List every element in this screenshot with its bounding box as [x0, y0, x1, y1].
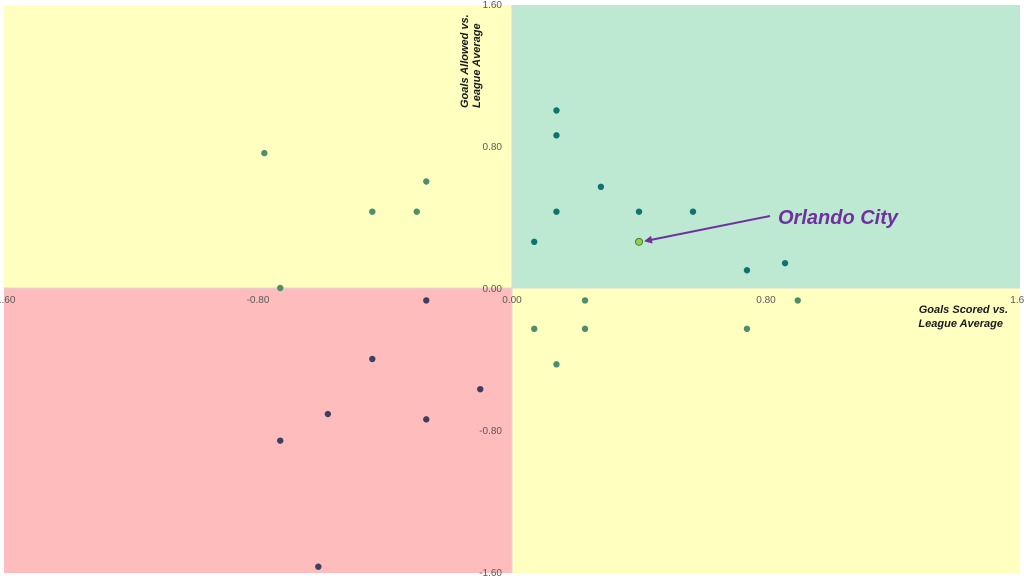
quadrant-top-right — [512, 5, 1020, 288]
data-point — [277, 284, 284, 292]
annotation-label: Orlando City — [778, 207, 899, 229]
y-axis-title-line: Goals Allowed vs. — [459, 14, 471, 108]
quadrant-bottom-left — [4, 288, 512, 573]
data-point — [689, 208, 697, 215]
x-tick-label: -1.60 — [0, 295, 16, 306]
annotation: Orlando City — [644, 207, 899, 244]
annotation-arrow — [644, 215, 771, 244]
quadrant-backgrounds — [4, 5, 1020, 573]
y-tick-label: 1.60 — [483, 0, 503, 11]
data-point — [743, 325, 751, 333]
data-point — [635, 208, 643, 215]
data-point — [423, 416, 430, 423]
data-point — [369, 355, 376, 363]
y-tick-label: 0.00 — [483, 284, 503, 295]
data-point — [553, 107, 560, 114]
data-point — [581, 297, 589, 304]
data-point — [581, 325, 589, 333]
data-point — [531, 238, 538, 246]
data-points — [261, 107, 801, 570]
data-point — [261, 149, 268, 157]
data-point — [553, 208, 560, 215]
x-tick-label: 0.00 — [502, 295, 522, 306]
x-axis-title-line: League Average — [918, 318, 1003, 330]
data-point — [477, 385, 484, 393]
data-point — [781, 259, 789, 267]
highlight-point — [635, 237, 643, 246]
data-point — [597, 183, 605, 191]
data-point — [553, 361, 560, 368]
x-axis-title-line: Goals Scored vs. — [919, 304, 1008, 316]
y-axis-title: Goals Allowed vs.League Average — [459, 14, 483, 108]
data-point — [531, 325, 538, 333]
y-axis-title-line: League Average — [471, 23, 483, 108]
y-tick-label: 0.80 — [483, 142, 503, 153]
y-tick-label: -1.60 — [479, 568, 502, 576]
data-point — [423, 178, 430, 185]
quadrant-top-left — [4, 5, 512, 288]
x-tick-label: -0.80 — [247, 295, 270, 306]
data-point — [277, 437, 284, 444]
data-point — [324, 410, 332, 418]
data-point — [794, 297, 801, 304]
y-tick-label: -0.80 — [479, 426, 502, 437]
data-point — [743, 267, 751, 274]
x-axis-title: Goals Scored vs. League Average — [918, 304, 1008, 330]
data-point — [315, 563, 322, 570]
data-point — [413, 208, 420, 215]
x-tick-label: 0.80 — [756, 295, 776, 306]
quadrant-bottom-right — [512, 288, 1020, 573]
data-point — [369, 208, 376, 215]
x-tick-label: 1.60 — [1010, 295, 1024, 306]
data-point — [553, 132, 560, 139]
data-point — [423, 297, 430, 304]
axes — [4, 5, 1020, 573]
